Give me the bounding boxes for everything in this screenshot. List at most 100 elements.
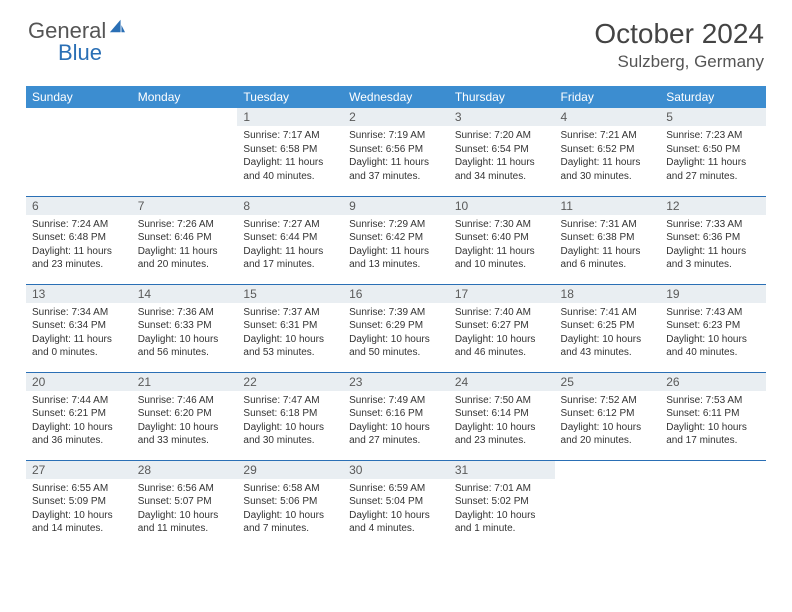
calendar-day-cell: 20Sunrise: 7:44 AMSunset: 6:21 PMDayligh… (26, 372, 132, 460)
logo-sail-icon (108, 18, 126, 39)
logo-text-blue: Blue (58, 40, 138, 66)
day-details: Sunrise: 7:34 AMSunset: 6:34 PMDaylight:… (26, 303, 132, 364)
weekday-header: Monday (132, 86, 238, 108)
calendar-day-cell: 5Sunrise: 7:23 AMSunset: 6:50 PMDaylight… (660, 108, 766, 196)
calendar-table: SundayMondayTuesdayWednesdayThursdayFrid… (26, 86, 766, 548)
weekday-header: Wednesday (343, 86, 449, 108)
day-details: Sunrise: 7:52 AMSunset: 6:12 PMDaylight:… (555, 391, 661, 452)
calendar-day-cell: 21Sunrise: 7:46 AMSunset: 6:20 PMDayligh… (132, 372, 238, 460)
day-number: 10 (449, 197, 555, 215)
calendar-day-cell: 29Sunrise: 6:58 AMSunset: 5:06 PMDayligh… (237, 460, 343, 548)
header: GeneralBlue October 2024 Sulzberg, Germa… (0, 0, 792, 78)
day-details: Sunrise: 7:50 AMSunset: 6:14 PMDaylight:… (449, 391, 555, 452)
weekday-header: Saturday (660, 86, 766, 108)
day-details: Sunrise: 7:37 AMSunset: 6:31 PMDaylight:… (237, 303, 343, 364)
day-number: 23 (343, 373, 449, 391)
day-number: 22 (237, 373, 343, 391)
day-details: Sunrise: 7:24 AMSunset: 6:48 PMDaylight:… (26, 215, 132, 276)
calendar-day-cell: 8Sunrise: 7:27 AMSunset: 6:44 PMDaylight… (237, 196, 343, 284)
calendar-day-cell: . (26, 108, 132, 196)
calendar-day-cell: 18Sunrise: 7:41 AMSunset: 6:25 PMDayligh… (555, 284, 661, 372)
day-number: 4 (555, 108, 661, 126)
day-number: 26 (660, 373, 766, 391)
calendar-day-cell: . (555, 460, 661, 548)
calendar-day-cell: 27Sunrise: 6:55 AMSunset: 5:09 PMDayligh… (26, 460, 132, 548)
calendar-day-cell: 11Sunrise: 7:31 AMSunset: 6:38 PMDayligh… (555, 196, 661, 284)
day-number: 8 (237, 197, 343, 215)
day-details: Sunrise: 7:53 AMSunset: 6:11 PMDaylight:… (660, 391, 766, 452)
day-details: Sunrise: 7:47 AMSunset: 6:18 PMDaylight:… (237, 391, 343, 452)
calendar-day-cell: 12Sunrise: 7:33 AMSunset: 6:36 PMDayligh… (660, 196, 766, 284)
day-details: Sunrise: 7:39 AMSunset: 6:29 PMDaylight:… (343, 303, 449, 364)
day-details: Sunrise: 7:26 AMSunset: 6:46 PMDaylight:… (132, 215, 238, 276)
day-number: 16 (343, 285, 449, 303)
day-number: 21 (132, 373, 238, 391)
calendar-day-cell: 7Sunrise: 7:26 AMSunset: 6:46 PMDaylight… (132, 196, 238, 284)
day-details: Sunrise: 7:20 AMSunset: 6:54 PMDaylight:… (449, 126, 555, 187)
month-title: October 2024 (594, 18, 764, 50)
calendar-day-cell: 31Sunrise: 7:01 AMSunset: 5:02 PMDayligh… (449, 460, 555, 548)
calendar-day-cell: 3Sunrise: 7:20 AMSunset: 6:54 PMDaylight… (449, 108, 555, 196)
day-number: 1 (237, 108, 343, 126)
day-details: Sunrise: 7:43 AMSunset: 6:23 PMDaylight:… (660, 303, 766, 364)
day-details: Sunrise: 7:21 AMSunset: 6:52 PMDaylight:… (555, 126, 661, 187)
day-number: 30 (343, 461, 449, 479)
day-number: 9 (343, 197, 449, 215)
day-number: 29 (237, 461, 343, 479)
calendar-day-cell: . (660, 460, 766, 548)
day-details: Sunrise: 6:58 AMSunset: 5:06 PMDaylight:… (237, 479, 343, 540)
day-number: 18 (555, 285, 661, 303)
weekday-header-row: SundayMondayTuesdayWednesdayThursdayFrid… (26, 86, 766, 108)
day-details: Sunrise: 7:33 AMSunset: 6:36 PMDaylight:… (660, 215, 766, 276)
calendar-day-cell: 1Sunrise: 7:17 AMSunset: 6:58 PMDaylight… (237, 108, 343, 196)
day-number: 24 (449, 373, 555, 391)
day-details: Sunrise: 7:23 AMSunset: 6:50 PMDaylight:… (660, 126, 766, 187)
day-details: Sunrise: 6:55 AMSunset: 5:09 PMDaylight:… (26, 479, 132, 540)
day-details: Sunrise: 7:40 AMSunset: 6:27 PMDaylight:… (449, 303, 555, 364)
day-number: 3 (449, 108, 555, 126)
day-number: 7 (132, 197, 238, 215)
day-details: Sunrise: 7:01 AMSunset: 5:02 PMDaylight:… (449, 479, 555, 540)
calendar-day-cell: 17Sunrise: 7:40 AMSunset: 6:27 PMDayligh… (449, 284, 555, 372)
calendar-day-cell: 19Sunrise: 7:43 AMSunset: 6:23 PMDayligh… (660, 284, 766, 372)
day-number: 12 (660, 197, 766, 215)
logo: GeneralBlue (28, 18, 138, 66)
calendar-day-cell: 2Sunrise: 7:19 AMSunset: 6:56 PMDaylight… (343, 108, 449, 196)
day-details: Sunrise: 7:17 AMSunset: 6:58 PMDaylight:… (237, 126, 343, 187)
calendar-day-cell: . (132, 108, 238, 196)
day-details: Sunrise: 7:44 AMSunset: 6:21 PMDaylight:… (26, 391, 132, 452)
day-details: Sunrise: 7:30 AMSunset: 6:40 PMDaylight:… (449, 215, 555, 276)
day-number: 5 (660, 108, 766, 126)
title-block: October 2024 Sulzberg, Germany (594, 18, 764, 72)
weekday-header: Tuesday (237, 86, 343, 108)
calendar-day-cell: 10Sunrise: 7:30 AMSunset: 6:40 PMDayligh… (449, 196, 555, 284)
calendar-day-cell: 25Sunrise: 7:52 AMSunset: 6:12 PMDayligh… (555, 372, 661, 460)
calendar-day-cell: 28Sunrise: 6:56 AMSunset: 5:07 PMDayligh… (132, 460, 238, 548)
calendar-day-cell: 14Sunrise: 7:36 AMSunset: 6:33 PMDayligh… (132, 284, 238, 372)
calendar-day-cell: 30Sunrise: 6:59 AMSunset: 5:04 PMDayligh… (343, 460, 449, 548)
calendar-week-row: 13Sunrise: 7:34 AMSunset: 6:34 PMDayligh… (26, 284, 766, 372)
calendar-day-cell: 16Sunrise: 7:39 AMSunset: 6:29 PMDayligh… (343, 284, 449, 372)
calendar-day-cell: 13Sunrise: 7:34 AMSunset: 6:34 PMDayligh… (26, 284, 132, 372)
day-number: 14 (132, 285, 238, 303)
calendar-day-cell: 4Sunrise: 7:21 AMSunset: 6:52 PMDaylight… (555, 108, 661, 196)
day-details: Sunrise: 6:59 AMSunset: 5:04 PMDaylight:… (343, 479, 449, 540)
day-number: 19 (660, 285, 766, 303)
calendar-day-cell: 6Sunrise: 7:24 AMSunset: 6:48 PMDaylight… (26, 196, 132, 284)
day-number: 15 (237, 285, 343, 303)
day-number: 11 (555, 197, 661, 215)
day-details: Sunrise: 7:27 AMSunset: 6:44 PMDaylight:… (237, 215, 343, 276)
day-number: 13 (26, 285, 132, 303)
weekday-header: Thursday (449, 86, 555, 108)
calendar-day-cell: 15Sunrise: 7:37 AMSunset: 6:31 PMDayligh… (237, 284, 343, 372)
calendar-day-cell: 22Sunrise: 7:47 AMSunset: 6:18 PMDayligh… (237, 372, 343, 460)
day-number: 31 (449, 461, 555, 479)
calendar-day-cell: 26Sunrise: 7:53 AMSunset: 6:11 PMDayligh… (660, 372, 766, 460)
day-number: 20 (26, 373, 132, 391)
day-details: Sunrise: 7:19 AMSunset: 6:56 PMDaylight:… (343, 126, 449, 187)
weekday-header: Sunday (26, 86, 132, 108)
day-number: 17 (449, 285, 555, 303)
calendar-week-row: 27Sunrise: 6:55 AMSunset: 5:09 PMDayligh… (26, 460, 766, 548)
day-details: Sunrise: 7:36 AMSunset: 6:33 PMDaylight:… (132, 303, 238, 364)
day-details: Sunrise: 6:56 AMSunset: 5:07 PMDaylight:… (132, 479, 238, 540)
